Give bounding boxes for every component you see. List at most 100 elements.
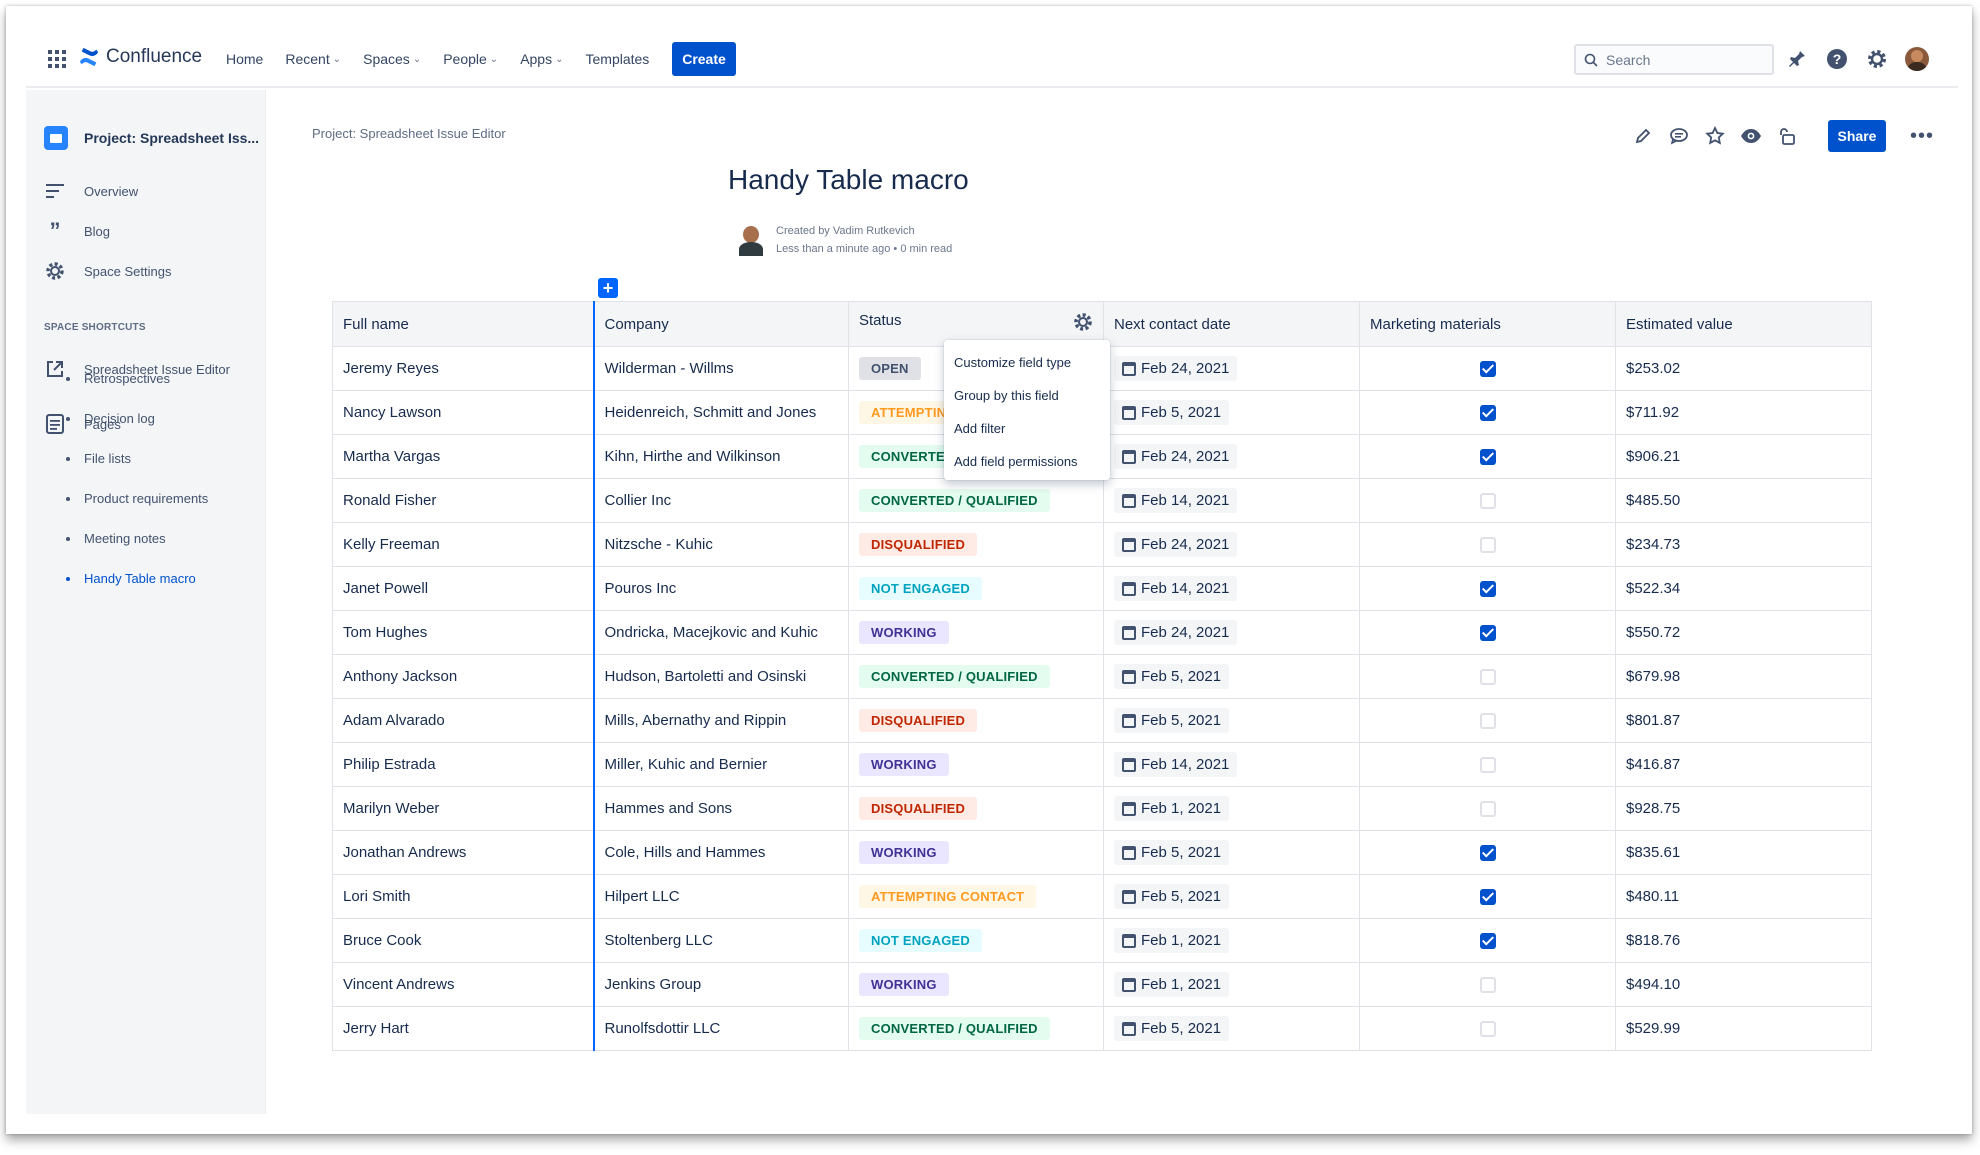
cell-company[interactable]: Mills, Abernathy and Rippin [593,698,849,743]
cell-full-name[interactable]: Jonathan Andrews [332,830,595,875]
cell-full-name[interactable]: Marilyn Weber [332,786,595,831]
marketing-checkbox[interactable] [1479,713,1496,730]
cell-full-name[interactable]: Jerry Hart [332,1006,595,1051]
sidebar-item-blog[interactable]: ” Blog [44,218,111,243]
add-column-button[interactable]: + [598,278,618,298]
cell-next-contact-date[interactable]: Feb 5, 2021 [1103,1006,1360,1051]
cell-status[interactable]: DISQUALIFIED [848,698,1104,743]
header-next-contact-date[interactable]: Next contact date [1103,301,1360,347]
cell-estimated-value[interactable]: $529.99 [1615,1006,1872,1051]
cell-next-contact-date[interactable]: Feb 24, 2021 [1103,522,1360,567]
cell-estimated-value[interactable]: $711.92 [1615,390,1872,435]
author-avatar[interactable] [738,224,764,256]
cell-company[interactable]: Pouros Inc [593,566,849,611]
marketing-checkbox[interactable] [1479,625,1496,642]
sidebar-item-space-settings[interactable]: Space Settings [44,260,171,282]
user-avatar[interactable] [1905,47,1929,71]
marketing-checkbox[interactable] [1479,845,1496,862]
page-tree-item[interactable]: Decision log [66,411,155,426]
cell-status[interactable]: DISQUALIFIED [848,522,1104,567]
cell-company[interactable]: Hammes and Sons [593,786,849,831]
header-company[interactable]: Company [593,301,849,347]
marketing-checkbox[interactable] [1479,449,1496,466]
cell-full-name[interactable]: Tom Hughes [332,610,595,655]
more-actions-icon[interactable]: ••• [1910,124,1935,147]
cell-full-name[interactable]: Ronald Fisher [332,478,595,523]
help-icon[interactable]: ? [1824,46,1850,72]
cell-company[interactable]: Cole, Hills and Hammes [593,830,849,875]
cell-next-contact-date[interactable]: Feb 14, 2021 [1103,742,1360,787]
marketing-checkbox[interactable] [1479,977,1496,994]
cell-estimated-value[interactable]: $550.72 [1615,610,1872,655]
marketing-checkbox[interactable] [1479,361,1496,378]
cell-status[interactable]: NOT ENGAGED [848,918,1104,963]
context-menu-item[interactable]: Customize field type [954,355,1072,370]
cell-full-name[interactable]: Anthony Jackson [332,654,595,699]
cell-next-contact-date[interactable]: Feb 24, 2021 [1103,434,1360,479]
space-header[interactable]: Project: Spreadsheet Iss... [44,126,259,150]
cell-company[interactable]: Runolfsdottir LLC [593,1006,849,1051]
marketing-checkbox[interactable] [1479,493,1496,510]
cell-status[interactable]: DISQUALIFIED [848,786,1104,831]
cell-company[interactable]: Nitzsche - Kuhic [593,522,849,567]
cell-estimated-value[interactable]: $234.73 [1615,522,1872,567]
page-tree-item[interactable]: Retrospectives [66,371,170,386]
context-menu-item[interactable]: Add field permissions [954,454,1078,469]
cell-next-contact-date[interactable]: Feb 5, 2021 [1103,698,1360,743]
share-button[interactable]: Share [1828,120,1886,152]
cell-estimated-value[interactable]: $928.75 [1615,786,1872,831]
cell-status[interactable]: ATTEMPTING CONTACT [848,874,1104,919]
cell-next-contact-date[interactable]: Feb 24, 2021 [1103,610,1360,655]
search-input[interactable] [1606,51,1756,68]
settings-gear-icon[interactable] [1864,46,1890,72]
cell-company[interactable]: Hilpert LLC [593,874,849,919]
marketing-checkbox[interactable] [1479,1021,1496,1038]
page-tree-item[interactable]: File lists [66,451,131,466]
context-menu-item[interactable]: Add filter [954,421,1006,436]
marketing-checkbox[interactable] [1479,757,1496,774]
cell-company[interactable]: Hudson, Bartoletti and Osinski [593,654,849,699]
page-tree-item[interactable]: Meeting notes [66,531,166,546]
cell-next-contact-date[interactable]: Feb 24, 2021 [1103,346,1360,391]
cell-full-name[interactable]: Kelly Freeman [332,522,595,567]
nav-item-spaces[interactable]: Spaces ⌄ [363,50,421,68]
marketing-checkbox[interactable] [1479,581,1496,598]
marketing-checkbox[interactable] [1479,801,1496,818]
page-tree-item[interactable]: Product requirements [66,491,208,506]
cell-company[interactable]: Kihn, Hirthe and Wilkinson [593,434,849,479]
cell-estimated-value[interactable]: $835.61 [1615,830,1872,875]
marketing-checkbox[interactable] [1479,537,1496,554]
cell-company[interactable]: Wilderman - Willms [593,346,849,391]
breadcrumb[interactable]: Project: Spreadsheet Issue Editor [312,126,506,141]
cell-company[interactable]: Collier Inc [593,478,849,523]
notifications-icon[interactable] [1784,46,1810,72]
cell-next-contact-date[interactable]: Feb 5, 2021 [1103,874,1360,919]
cell-company[interactable]: Miller, Kuhic and Bernier [593,742,849,787]
cell-full-name[interactable]: Adam Alvarado [332,698,595,743]
marketing-checkbox[interactable] [1479,669,1496,686]
star-icon[interactable] [1704,125,1726,147]
sidebar-item-overview[interactable]: Overview [44,180,138,202]
confluence-logo[interactable]: Confluence [78,46,202,68]
create-button[interactable]: Create [672,42,736,76]
cell-full-name[interactable]: Lori Smith [332,874,595,919]
header-status[interactable]: Status [848,301,1104,347]
cell-status[interactable]: WORKING [848,610,1104,655]
cell-estimated-value[interactable]: $494.10 [1615,962,1872,1007]
header-estimated-value[interactable]: Estimated value [1615,301,1872,347]
sidebar-item-pages[interactable]: Pages [44,413,121,435]
cell-company[interactable]: Ondricka, Macejkovic and Kuhic [593,610,849,655]
cell-full-name[interactable]: Bruce Cook [332,918,595,963]
cell-full-name[interactable]: Martha Vargas [332,434,595,479]
cell-next-contact-date[interactable]: Feb 14, 2021 [1103,566,1360,611]
cell-status[interactable]: CONVERTED / QUALIFIED [848,654,1104,699]
nav-item-recent[interactable]: Recent ⌄ [285,50,341,68]
marketing-checkbox[interactable] [1479,889,1496,906]
marketing-checkbox[interactable] [1479,405,1496,422]
cell-status[interactable]: WORKING [848,742,1104,787]
header-full-name[interactable]: Full name [332,301,595,347]
cell-next-contact-date[interactable]: Feb 1, 2021 [1103,962,1360,1007]
restrictions-lock-icon[interactable] [1776,125,1798,147]
cell-next-contact-date[interactable]: Feb 1, 2021 [1103,786,1360,831]
column-settings-gear-icon[interactable] [1073,312,1093,336]
